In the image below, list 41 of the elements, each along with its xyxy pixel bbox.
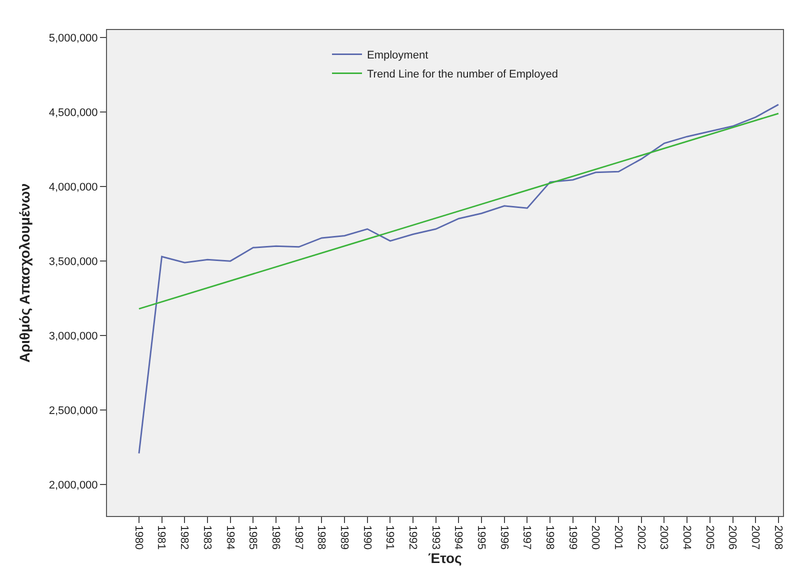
x-tick-label: 1983 [200,525,213,550]
x-tick-label: 2000 [589,525,602,550]
y-tick-label: 2,000,000 [48,480,98,492]
x-tick-label: 1997 [520,525,533,550]
x-tick-label: 1984 [224,525,236,550]
x-tick-label: 1999 [566,525,578,550]
x-tick-label: 2003 [658,525,670,550]
x-tick-label: 1987 [292,525,304,550]
x-tick-label: 1995 [474,525,487,550]
y-tick-label: 4,000,000 [48,181,98,194]
x-tick-label: 2006 [726,525,738,550]
y-tick-label: 3,000,000 [48,330,98,342]
x-tick-label: 2005 [703,525,716,550]
legend-label: Trend Line for the number of Employed [367,68,558,81]
y-tick-label: 3,500,000 [48,256,98,268]
legend-label: Employment [367,50,428,62]
x-tick-label: 1991 [384,525,396,550]
y-axis-title: Αριθμός Απασχολουμένων [16,183,32,363]
x-tick-label: 2002 [634,525,647,550]
x-tick-label: 1985 [246,525,259,550]
line-series [138,104,780,454]
x-tick-label: 1994 [452,525,464,550]
x-tick-label: 2007 [749,525,762,550]
y-tick-label: 2,500,000 [48,405,98,417]
x-tick-label: 2008 [772,525,784,550]
x-tick-label: 2001 [612,525,624,550]
x-tick-label: 1992 [406,525,418,550]
x-tick-label: 1986 [269,525,282,550]
x-tick-label: 1981 [155,525,168,550]
x-tick-label: 1980 [132,525,144,550]
x-tick-label: 1988 [315,525,328,550]
x-axis-title: Έτος [428,550,462,566]
y-tick-label: 4,500,000 [48,106,98,119]
x-tick-label: 1993 [429,525,442,550]
x-tick-label: 1998 [543,525,556,550]
y-tick-label: 5,000,000 [48,32,98,44]
x-tick-label: 1989 [338,525,350,550]
x-tick-label: 1982 [178,525,190,550]
x-tick-label: 1990 [360,525,373,550]
x-tick-label: 2004 [680,525,693,550]
x-tick-label: 1996 [498,525,510,550]
